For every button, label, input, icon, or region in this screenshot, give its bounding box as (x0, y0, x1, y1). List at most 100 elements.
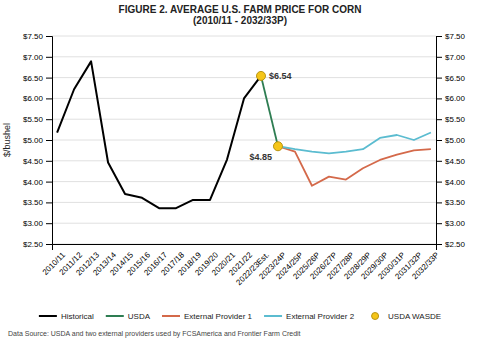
y2-tick-mark (436, 140, 442, 141)
title-line: FIGURE 2. AVERAGE U.S. FARM PRICE FOR CO… (119, 4, 362, 15)
y2-axis: $2.50 $3.00 $3.50 $4.00 $4.50 $5.00 $5.50 $6.00… (436, 32, 466, 249)
y-tick: $4.00 (23, 178, 52, 187)
legend-label: External Provider 1 (184, 312, 253, 321)
y2-tick-mark (436, 119, 442, 120)
y2-tick: $5.00 (436, 136, 466, 145)
y2-tick-mark (436, 98, 442, 99)
x-tick: 2032/33P (410, 251, 441, 282)
y2-tick-label: $5.50 (445, 115, 466, 124)
y2-tick: $7.50 (436, 32, 466, 41)
y-tick-label: $3.00 (23, 219, 44, 228)
y2-tick: $6.50 (436, 74, 466, 83)
plot: 2010/112011/122012/132013/142014/152015/… (2, 32, 466, 287)
y-tick-mark (46, 78, 52, 79)
y-tick: $2.50 (23, 240, 52, 249)
grid-line (52, 36, 436, 37)
y2-tick: $2.50 (436, 240, 466, 249)
legend-symbol (39, 315, 57, 317)
y-tick: $6.50 (23, 74, 52, 83)
y-tick-mark (46, 244, 52, 245)
y2-tick-mark (436, 223, 442, 224)
y2-tick-label: $2.50 (445, 240, 466, 249)
y2-tick-mark (436, 244, 442, 245)
line (57, 61, 261, 208)
point (273, 142, 282, 151)
legend-label: Historical (61, 312, 94, 321)
y-tick-mark (46, 36, 52, 37)
y-tick: $6.00 (23, 94, 52, 103)
y-tick-mark (46, 140, 52, 141)
y-tick-label: $7.00 (23, 53, 44, 62)
y-tick-mark (46, 223, 52, 224)
y2-tick-label: $6.00 (445, 94, 466, 103)
y-tick-label: $3.50 (23, 198, 44, 207)
source: Data Source: USDA and two external provi… (8, 330, 301, 338)
y-tick-label: $7.50 (23, 32, 44, 41)
grid-line (52, 119, 436, 120)
legend-symbol (372, 313, 379, 320)
y-tick-label: $4.00 (23, 178, 44, 187)
line (278, 146, 431, 186)
y2-tick-label: $7.00 (445, 53, 466, 62)
grid-line (52, 56, 436, 57)
x-axis: 2010/112011/122012/132013/142014/152015/… (41, 245, 441, 288)
line (261, 76, 278, 146)
y2-tick-label: $6.50 (445, 74, 466, 83)
chart: FIGURE 2. AVERAGE U.S. FARM PRICE FOR CO… (0, 0, 480, 342)
legend-symbol (162, 315, 180, 317)
y-tick: $5.50 (23, 115, 52, 124)
y-tick-label: $2.50 (23, 240, 44, 249)
y-tick-label: $6.50 (23, 74, 44, 83)
y2-tick: $4.00 (436, 178, 466, 187)
x-tick-label: 2032/33P (410, 251, 441, 282)
legend-item: Historical (39, 312, 94, 321)
annotation: $6.54 (269, 71, 292, 81)
y-tick-mark (46, 57, 52, 58)
y-axis: $2.50 $3.00 $3.50 $4.00 $4.50 $5.00 $5.50 $6.00… (23, 32, 53, 249)
legend-item: External Provider 2 (264, 312, 355, 321)
scatter-series (256, 71, 282, 150)
line (278, 133, 431, 154)
legend-symbol (264, 315, 282, 317)
grid-line (52, 77, 436, 78)
y2-tick-label: $7.50 (445, 32, 466, 41)
y-tick: $3.50 (23, 198, 52, 207)
y2-tick-label: $5.00 (445, 136, 466, 145)
grid (52, 36, 436, 244)
legend-item: USDA WASDE (372, 312, 442, 321)
y2-axis-line (437, 37, 443, 245)
legend-symbol (106, 315, 124, 317)
y2-tick-mark (436, 36, 442, 37)
y2-tick: $4.50 (436, 157, 466, 166)
y2-tick: $3.50 (436, 198, 466, 207)
grid-line (52, 202, 436, 203)
y-tick: $7.00 (23, 53, 52, 62)
legend-label: External Provider 2 (286, 312, 355, 321)
y-tick-mark (46, 202, 52, 203)
y-axis-title: $/bushel (2, 123, 12, 157)
y-tick-mark (46, 161, 52, 162)
y-tick: $4.50 (23, 157, 52, 166)
y-tick-mark (46, 182, 52, 183)
point (256, 71, 265, 80)
legend: Historical USDA External Provider 1 Externa… (39, 312, 441, 321)
x-axis-line (53, 245, 437, 251)
y2-tick: $3.00 (436, 219, 466, 228)
y-tick: $3.00 (23, 219, 52, 228)
legend-label: USDA WASDE (388, 312, 441, 321)
title-line: (2010/11 - 2032/33P) (193, 15, 287, 26)
y-tick-label: $4.50 (23, 157, 44, 166)
marks (57, 61, 431, 208)
y2-tick-label: $3.50 (445, 198, 466, 207)
annotation: $4.85 (249, 152, 272, 162)
title: FIGURE 2. AVERAGE U.S. FARM PRICE FOR CO… (119, 4, 362, 26)
y-tick: $5.00 (23, 136, 52, 145)
y2-tick: $6.00 (436, 94, 466, 103)
legend-item: USDA (106, 312, 151, 321)
y2-tick-mark (436, 202, 442, 203)
y-tick-label: $5.50 (23, 115, 44, 124)
legend-label: USDA (128, 312, 151, 321)
grid-line (52, 181, 436, 182)
y-tick-label: $5.00 (23, 136, 44, 145)
y2-tick: $7.00 (436, 53, 466, 62)
